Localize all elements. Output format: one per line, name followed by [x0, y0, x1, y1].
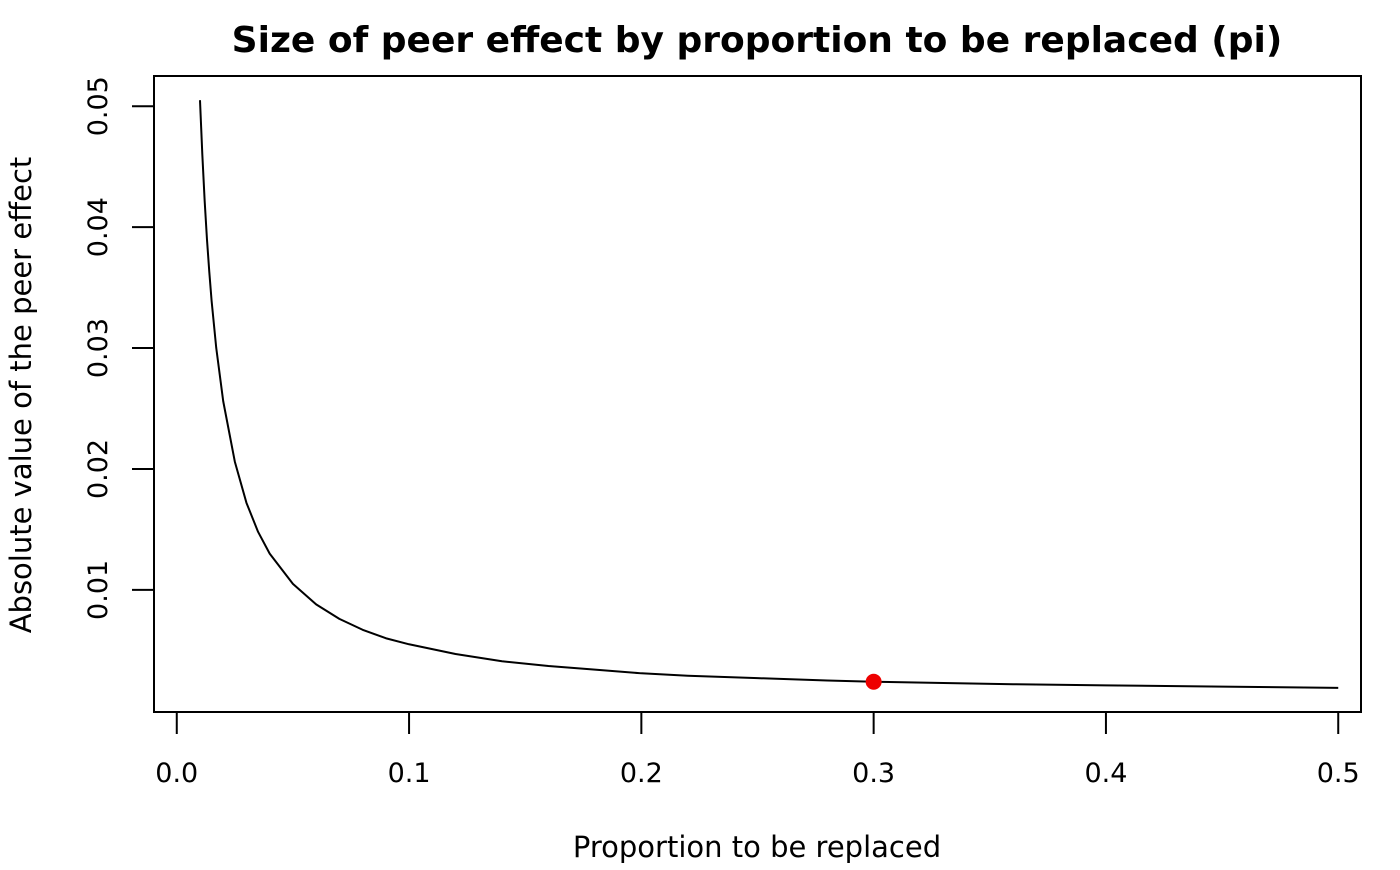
x-tick-label: 0.3 [852, 758, 895, 789]
x-tick-label: 0.2 [620, 758, 663, 789]
series-layer [198, 100, 1339, 690]
y-tick-label: 0.05 [83, 76, 114, 136]
x-axis-label: Proportion to be replaced [573, 830, 941, 864]
y-axis-label: Absolute value of the peer effect [4, 157, 38, 634]
chart-title: Size of peer effect by proportion to be … [232, 20, 1283, 61]
series-line-0 [198, 100, 1339, 689]
x-tick-label: 0.1 [388, 758, 431, 789]
highlight-point [865, 673, 882, 690]
y-tick-label: 0.01 [83, 560, 114, 620]
y-tick-label: 0.04 [83, 197, 114, 257]
x-tick-label: 0.5 [1317, 758, 1360, 789]
x-axis: 0.0 0.1 0.2 0.3 0.4 0.5 [155, 711, 1360, 789]
x-tick-label: 0.4 [1084, 758, 1127, 789]
y-tick-label: 0.02 [83, 439, 114, 499]
y-tick-label: 0.03 [83, 318, 114, 378]
y-axis: 0.01 0.02 0.03 0.04 0.05 [83, 76, 155, 620]
x-tick-label: 0.0 [155, 758, 198, 789]
